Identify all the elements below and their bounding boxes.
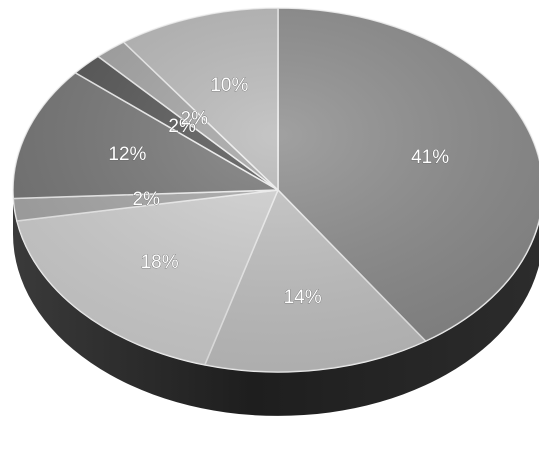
- pie-labels: 41%14%18%2%12%2%2%10%: [108, 75, 449, 308]
- slice-label: 14%: [284, 287, 322, 308]
- slice-label: 18%: [141, 252, 179, 273]
- slice-label: 2%: [133, 189, 161, 210]
- slice-label: 41%: [411, 147, 449, 168]
- pie-slices: [12, 7, 539, 373]
- slice-label: 2%: [168, 116, 196, 137]
- slice-label: 12%: [108, 144, 146, 165]
- slice-label: 10%: [210, 75, 248, 96]
- slice-label: 2%: [181, 109, 209, 130]
